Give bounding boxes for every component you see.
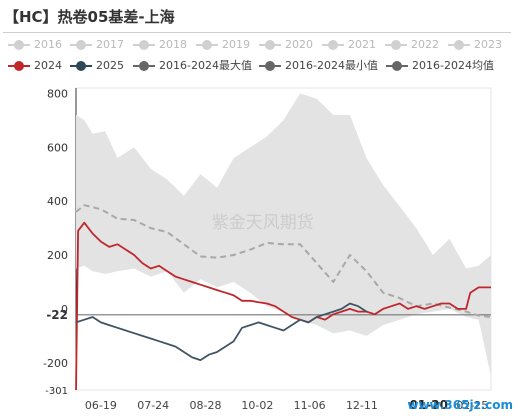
legend-swatch-dot bbox=[76, 61, 86, 71]
legend-label: 2023 bbox=[474, 38, 502, 51]
legend-label: 2024 bbox=[34, 59, 62, 72]
y-tick-label: 400 bbox=[47, 195, 68, 208]
y-marked-label: -301 bbox=[45, 386, 68, 397]
legend-swatch-dot bbox=[76, 40, 86, 50]
legend-label: 2016-2024最小值 bbox=[285, 59, 378, 72]
legend-swatch-dot bbox=[265, 40, 275, 50]
legend-label: 2016-2024均值 bbox=[412, 59, 494, 72]
x-tick-label: 11-06 bbox=[294, 399, 326, 412]
site-logo: www.365jz.com bbox=[407, 398, 513, 412]
y-tick-label: 800 bbox=[47, 87, 68, 100]
legend-swatch-dot bbox=[14, 40, 24, 50]
legend-label: 2018 bbox=[159, 38, 187, 51]
x-tick-label: 08-28 bbox=[189, 399, 221, 412]
series-line-2024 bbox=[75, 221, 491, 391]
legend-label: 2017 bbox=[96, 38, 124, 51]
legend-swatch-dot bbox=[454, 40, 464, 50]
x-tick-label: 10-02 bbox=[241, 399, 273, 412]
range-band-area bbox=[76, 93, 491, 377]
x-tick-label: 01-20 bbox=[410, 398, 448, 412]
series-line-2025 bbox=[75, 302, 367, 361]
line-chart: 800 600 400 200 0 -200 -22 -301 紫金天风期货 06-19 07-24… bbox=[43, 87, 492, 412]
legend-swatch-dot bbox=[392, 61, 402, 71]
legend-label: 2025 bbox=[96, 59, 124, 72]
legend-label: 2020 bbox=[285, 38, 313, 51]
x-tick-label: 02-25 bbox=[456, 399, 488, 412]
title-divider bbox=[3, 32, 511, 33]
y-tick-label: 600 bbox=[47, 141, 68, 154]
y-tick-label: 0 bbox=[61, 303, 68, 316]
y-tick-label: 200 bbox=[47, 249, 68, 262]
y-tick-label: -200 bbox=[43, 357, 68, 370]
chart-title: 【HC】热卷05基差-上海 bbox=[4, 8, 175, 26]
legend-label: 2016 bbox=[34, 38, 62, 51]
legend-swatch-dot bbox=[391, 40, 401, 50]
chart-legend: 2016 2017 2018 2019 2020 2021 2022 2023 2024 2025… bbox=[0, 38, 519, 78]
legend-swatch-dot bbox=[328, 40, 338, 50]
legend-label: 2022 bbox=[411, 38, 439, 51]
legend-swatch-dot bbox=[265, 61, 275, 71]
legend-label: 2021 bbox=[348, 38, 376, 51]
legend-swatch-dot bbox=[202, 40, 212, 50]
x-tick-label: 06-19 bbox=[85, 399, 117, 412]
legend-swatch-dot bbox=[14, 61, 24, 71]
legend-label: 2016-2024最大值 bbox=[159, 59, 252, 72]
chart-watermark: 紫金天风期货 bbox=[212, 213, 314, 233]
x-tick-label: 12-11 bbox=[346, 399, 378, 412]
series-line-2016-2024均值 bbox=[75, 204, 492, 318]
legend-swatch-dot bbox=[139, 40, 149, 50]
x-tick-label: 07-24 bbox=[137, 399, 169, 412]
y-marked-label: -22 bbox=[46, 308, 68, 322]
legend-swatch-dot bbox=[139, 61, 149, 71]
legend-label: 2019 bbox=[222, 38, 250, 51]
